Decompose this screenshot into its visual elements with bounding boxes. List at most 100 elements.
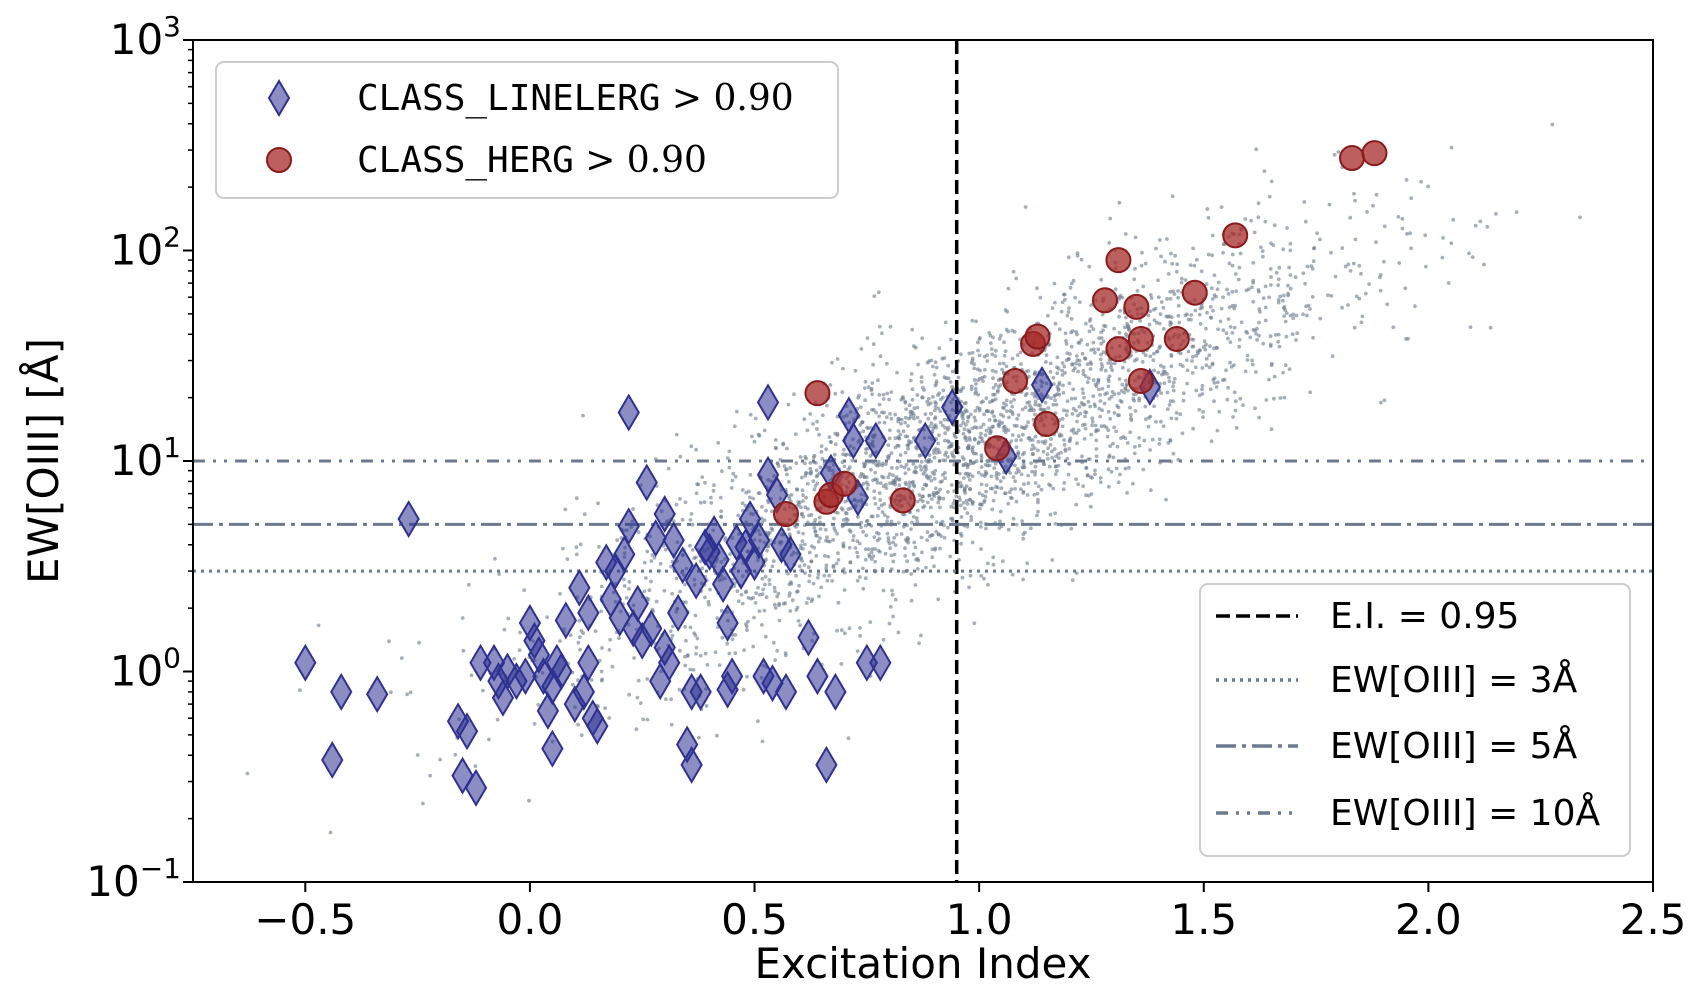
background-point bbox=[674, 502, 679, 507]
background-point bbox=[711, 488, 716, 493]
background-point bbox=[1107, 241, 1112, 245]
lerg-point bbox=[577, 593, 600, 632]
background-point bbox=[415, 753, 420, 757]
background-point bbox=[1135, 289, 1140, 293]
background-point bbox=[1008, 495, 1013, 500]
background-point bbox=[931, 395, 935, 399]
background-point bbox=[910, 397, 915, 402]
background-point bbox=[1076, 482, 1080, 487]
background-point bbox=[1230, 263, 1235, 268]
background-point bbox=[916, 362, 920, 367]
background-point bbox=[941, 496, 946, 501]
background-point bbox=[906, 424, 910, 428]
background-point bbox=[938, 420, 943, 425]
background-point bbox=[731, 471, 736, 476]
background-point bbox=[756, 585, 760, 590]
background-point bbox=[750, 434, 754, 439]
background-point bbox=[767, 582, 772, 587]
background-point bbox=[1063, 449, 1068, 453]
background-point bbox=[809, 559, 814, 564]
y-axis-title: EW[OIII] [Å] bbox=[18, 338, 68, 584]
background-point bbox=[886, 456, 891, 461]
background-point bbox=[749, 596, 753, 601]
background-point bbox=[1234, 426, 1239, 430]
background-point bbox=[866, 482, 870, 487]
background-point bbox=[1157, 321, 1162, 326]
background-point bbox=[812, 525, 817, 530]
background-point bbox=[910, 387, 915, 392]
background-point bbox=[811, 581, 816, 586]
background-point bbox=[1065, 399, 1070, 404]
background-point bbox=[1019, 362, 1023, 366]
background-point bbox=[694, 651, 698, 656]
background-point bbox=[1066, 472, 1071, 477]
background-point bbox=[969, 412, 973, 417]
background-point bbox=[1156, 295, 1161, 300]
background-point bbox=[1272, 223, 1277, 228]
background-point bbox=[930, 514, 934, 519]
background-point bbox=[777, 601, 782, 606]
background-point bbox=[819, 450, 824, 454]
background-point bbox=[1329, 250, 1333, 255]
background-point bbox=[901, 429, 906, 434]
background-point bbox=[812, 453, 817, 458]
background-point bbox=[589, 678, 594, 682]
background-point bbox=[886, 539, 891, 543]
background-point bbox=[1096, 387, 1101, 392]
background-point bbox=[1075, 354, 1079, 358]
background-point bbox=[958, 352, 963, 357]
background-point bbox=[732, 424, 737, 429]
background-point bbox=[969, 384, 974, 389]
background-point bbox=[1025, 561, 1030, 566]
background-point bbox=[789, 493, 794, 497]
background-point bbox=[1109, 469, 1114, 474]
background-point bbox=[1133, 409, 1138, 413]
background-point bbox=[945, 455, 950, 459]
lerg-point bbox=[635, 463, 658, 502]
background-point bbox=[1261, 296, 1266, 300]
background-point bbox=[1168, 289, 1173, 294]
background-point bbox=[873, 502, 878, 506]
background-point bbox=[1209, 286, 1214, 291]
background-point bbox=[875, 477, 879, 482]
background-point bbox=[920, 336, 925, 341]
background-point bbox=[977, 337, 982, 342]
background-point bbox=[1281, 298, 1285, 303]
background-point bbox=[921, 499, 925, 503]
background-point bbox=[794, 573, 798, 578]
background-point bbox=[1021, 532, 1026, 537]
background-point bbox=[1385, 302, 1390, 307]
herg-point bbox=[889, 487, 916, 514]
background-point bbox=[747, 489, 751, 494]
background-point bbox=[1112, 361, 1117, 366]
background-point bbox=[1141, 467, 1146, 472]
background-point bbox=[930, 470, 935, 475]
background-point bbox=[1012, 330, 1017, 334]
background-point bbox=[1140, 360, 1145, 364]
background-point bbox=[808, 471, 813, 475]
background-point bbox=[773, 606, 778, 610]
background-point bbox=[979, 431, 983, 436]
background-point bbox=[946, 490, 950, 494]
background-point bbox=[822, 573, 827, 578]
background-point bbox=[1025, 493, 1030, 497]
background-point bbox=[1250, 285, 1254, 290]
background-point bbox=[797, 583, 801, 588]
background-point bbox=[1333, 274, 1338, 279]
background-point bbox=[937, 495, 941, 499]
background-point bbox=[1006, 501, 1011, 506]
background-point bbox=[853, 368, 858, 373]
background-point bbox=[582, 512, 587, 517]
background-point bbox=[1044, 360, 1048, 364]
background-point bbox=[1249, 218, 1253, 223]
lerg-point bbox=[321, 740, 344, 779]
background-point bbox=[869, 467, 873, 472]
background-point bbox=[1239, 320, 1244, 325]
background-point bbox=[966, 444, 971, 449]
background-point bbox=[1054, 402, 1059, 407]
background-point bbox=[799, 543, 803, 548]
background-point bbox=[917, 641, 921, 646]
background-point bbox=[998, 377, 1003, 382]
background-point bbox=[512, 657, 516, 661]
lerg-point bbox=[680, 745, 703, 784]
